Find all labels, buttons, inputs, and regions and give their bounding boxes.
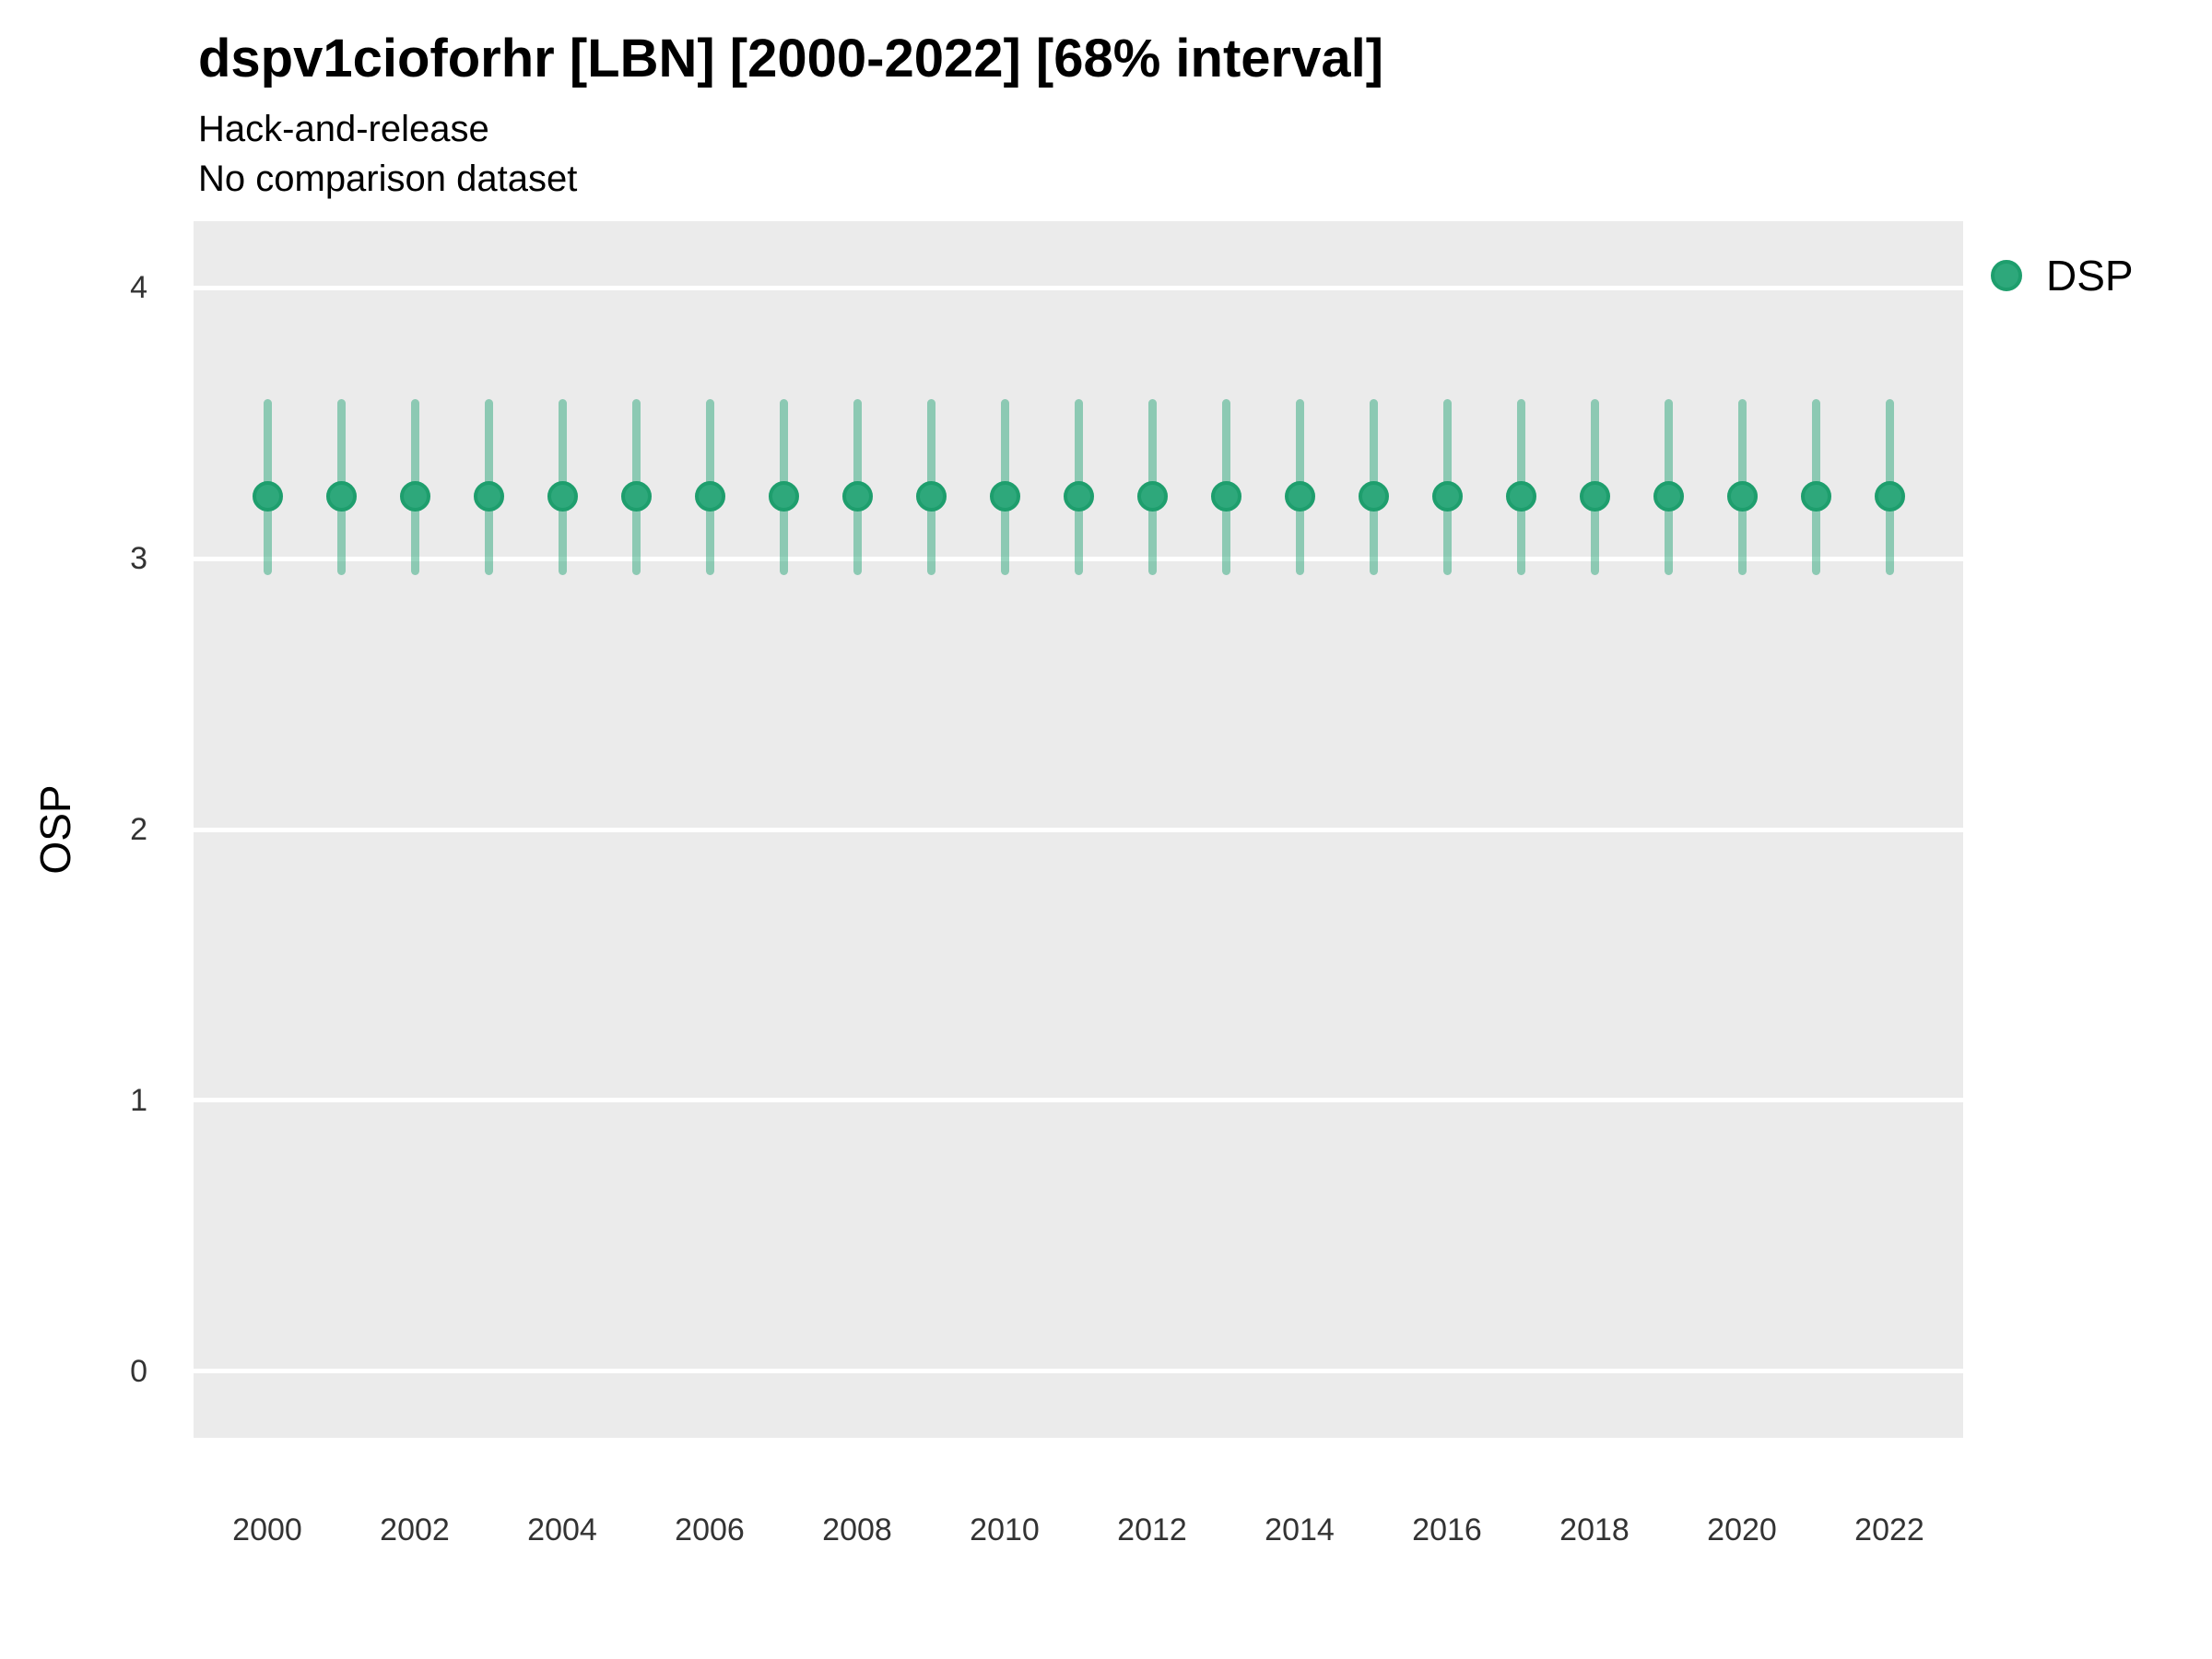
data-point-2011 bbox=[1063, 480, 1094, 512]
legend-label: DSP bbox=[2046, 252, 2134, 300]
x-tick-label: 2022 bbox=[1854, 1512, 1924, 1547]
data-point-2015 bbox=[1358, 480, 1389, 512]
gridline-y-2 bbox=[194, 827, 1963, 832]
x-tick-label: 2018 bbox=[1559, 1512, 1630, 1547]
y-tick-label: 4 bbox=[130, 270, 147, 306]
data-point-2003 bbox=[473, 480, 504, 512]
legend: DSP bbox=[1991, 254, 2134, 297]
data-point-2017 bbox=[1505, 480, 1536, 512]
y-tick-label: 3 bbox=[130, 541, 147, 576]
data-point-2020 bbox=[1726, 480, 1758, 512]
gridline-y-4 bbox=[194, 285, 1963, 290]
x-tick-label: 2000 bbox=[232, 1512, 302, 1547]
data-point-2014 bbox=[1284, 480, 1315, 512]
data-point-2005 bbox=[620, 480, 652, 512]
x-tick-label: 2020 bbox=[1707, 1512, 1777, 1547]
legend-point-icon bbox=[1991, 260, 2022, 291]
data-point-2012 bbox=[1136, 480, 1168, 512]
data-point-2018 bbox=[1579, 480, 1610, 512]
chart-subtitle: Hack-and-release bbox=[198, 109, 489, 149]
gridline-y-1 bbox=[194, 1098, 1963, 1103]
data-point-2019 bbox=[1653, 480, 1684, 512]
data-point-2008 bbox=[841, 480, 873, 512]
x-tick-label: 2004 bbox=[527, 1512, 597, 1547]
data-point-2021 bbox=[1800, 480, 1831, 512]
x-tick-label: 2010 bbox=[970, 1512, 1040, 1547]
y-tick-label: 0 bbox=[130, 1353, 147, 1389]
y-tick-label: 1 bbox=[130, 1082, 147, 1118]
data-point-2006 bbox=[694, 480, 725, 512]
chart-title: dspv1cioforhr [LBN] [2000-2022] [68% int… bbox=[198, 29, 1384, 88]
data-point-2022 bbox=[1874, 480, 1905, 512]
x-tick-label: 2012 bbox=[1117, 1512, 1187, 1547]
data-point-2001 bbox=[325, 480, 357, 512]
gridline-y-0 bbox=[194, 1369, 1963, 1374]
x-tick-label: 2008 bbox=[822, 1512, 892, 1547]
data-point-2000 bbox=[252, 480, 283, 512]
data-point-2004 bbox=[547, 480, 578, 512]
data-point-2007 bbox=[768, 480, 799, 512]
data-point-2016 bbox=[1431, 480, 1463, 512]
y-tick-label: 2 bbox=[130, 812, 147, 847]
data-point-2002 bbox=[399, 480, 430, 512]
x-tick-label: 2002 bbox=[380, 1512, 450, 1547]
x-tick-label: 2014 bbox=[1265, 1512, 1335, 1547]
data-point-2013 bbox=[1210, 480, 1241, 512]
data-point-2009 bbox=[915, 480, 947, 512]
x-tick-label: 2006 bbox=[675, 1512, 745, 1547]
chart-note: No comparison dataset bbox=[198, 159, 578, 199]
plot-panel bbox=[194, 221, 1963, 1438]
data-point-2010 bbox=[989, 480, 1020, 512]
x-tick-label: 2016 bbox=[1412, 1512, 1482, 1547]
